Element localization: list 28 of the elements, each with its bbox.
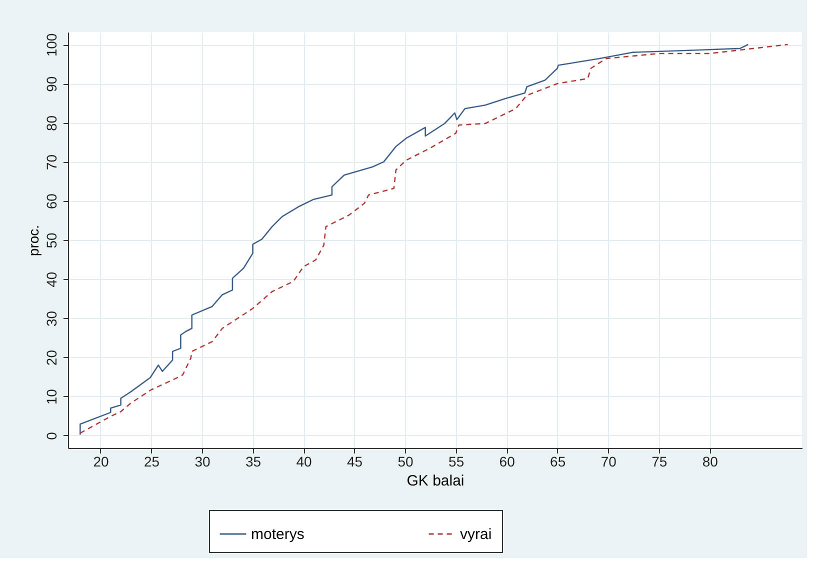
y-tick-label: 20 — [44, 350, 60, 366]
x-tick-label: 45 — [347, 454, 363, 470]
y-tick-label: 30 — [44, 310, 60, 326]
legend-label: moterys — [251, 526, 304, 543]
legend-label: vyrai — [460, 526, 492, 543]
y-tick-label: 80 — [44, 115, 60, 131]
x-tick-label: 30 — [194, 454, 211, 470]
x-tick-label: 75 — [652, 454, 668, 470]
x-tick-label: 25 — [144, 454, 160, 470]
y-tick-label: 70 — [44, 154, 60, 170]
x-tick-label: 40 — [296, 454, 312, 470]
x-tick-label: 55 — [448, 454, 464, 470]
y-tick-label: 40 — [44, 272, 60, 288]
x-tick-label: 50 — [398, 454, 414, 470]
y-tick-label: 10 — [44, 388, 60, 405]
y-tick-label: 0 — [44, 432, 60, 440]
x-tick-label: 20 — [93, 454, 109, 470]
x-tick-label: 35 — [245, 454, 262, 470]
y-tick-label: 100 — [44, 33, 60, 57]
y-tick-label: 90 — [44, 76, 60, 92]
x-axis-title: GK balai — [406, 472, 464, 490]
x-tick-label: 60 — [499, 454, 516, 470]
y-tick-label: 60 — [44, 193, 60, 210]
y-tick-label: 50 — [44, 232, 60, 248]
x-tick-label: 65 — [550, 454, 566, 470]
x-tick-label: 80 — [702, 454, 718, 470]
y-axis-title: proc. — [26, 224, 42, 256]
x-tick-label: 70 — [600, 454, 617, 470]
